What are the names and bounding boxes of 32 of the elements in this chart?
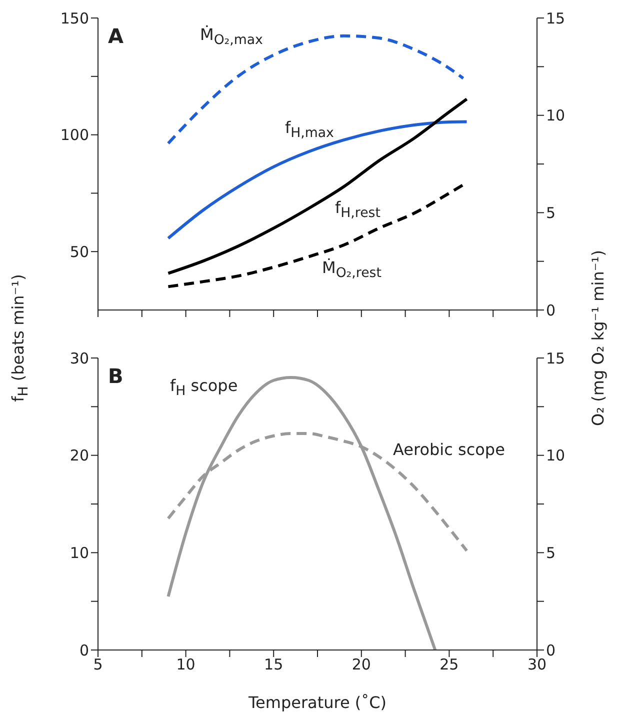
y2-tick-label: 10: [546, 106, 566, 125]
y2-axis-title: O₂ (mg O₂ kg⁻¹ min⁻¹): [588, 250, 608, 426]
line-series: [166, 120, 468, 240]
y-tick-label: 30: [70, 349, 89, 368]
y2-tick-label: 0: [546, 301, 556, 320]
series-label: Aerobic scope: [393, 440, 505, 459]
x-tick-label: 25: [440, 656, 459, 674]
series-label: f$_{H}$ scope: [170, 376, 238, 400]
y-tick-label: 10: [70, 544, 89, 562]
series-label: Ṁ$_{O₂,rest}$: [322, 258, 382, 282]
y2-tick-label: 5: [546, 544, 556, 562]
x-tick-label: 15: [264, 656, 284, 674]
x-tick-label: 20: [352, 656, 371, 674]
y-tick-label: 50: [70, 242, 89, 261]
y2-tick-label: 5: [546, 204, 556, 222]
x-tick-label: 5: [93, 656, 103, 674]
series-label: f$_{H,rest}$: [335, 198, 380, 222]
chart-title: A: [108, 24, 124, 48]
y2-tick-label: 10: [546, 446, 566, 465]
y-tick-label: 150: [60, 9, 89, 28]
y-tick-label: 20: [70, 446, 89, 465]
series-label: f$_{H,max}$: [285, 118, 334, 142]
y2-tick-label: 15: [546, 9, 566, 28]
y-tick-label: 100: [60, 126, 89, 144]
series-label: Ṁ$_{O₂,max}$: [200, 25, 263, 48]
y-tick-label: 0: [79, 641, 89, 660]
x-axis-title: Temperature (˚C): [247, 693, 387, 712]
chart-title: B: [108, 364, 124, 388]
y2-tick-label: 0: [546, 641, 556, 660]
y2-tick-label: 15: [546, 349, 566, 368]
x-tick-label: 10: [176, 656, 196, 674]
x-tick-label: 30: [527, 656, 547, 674]
